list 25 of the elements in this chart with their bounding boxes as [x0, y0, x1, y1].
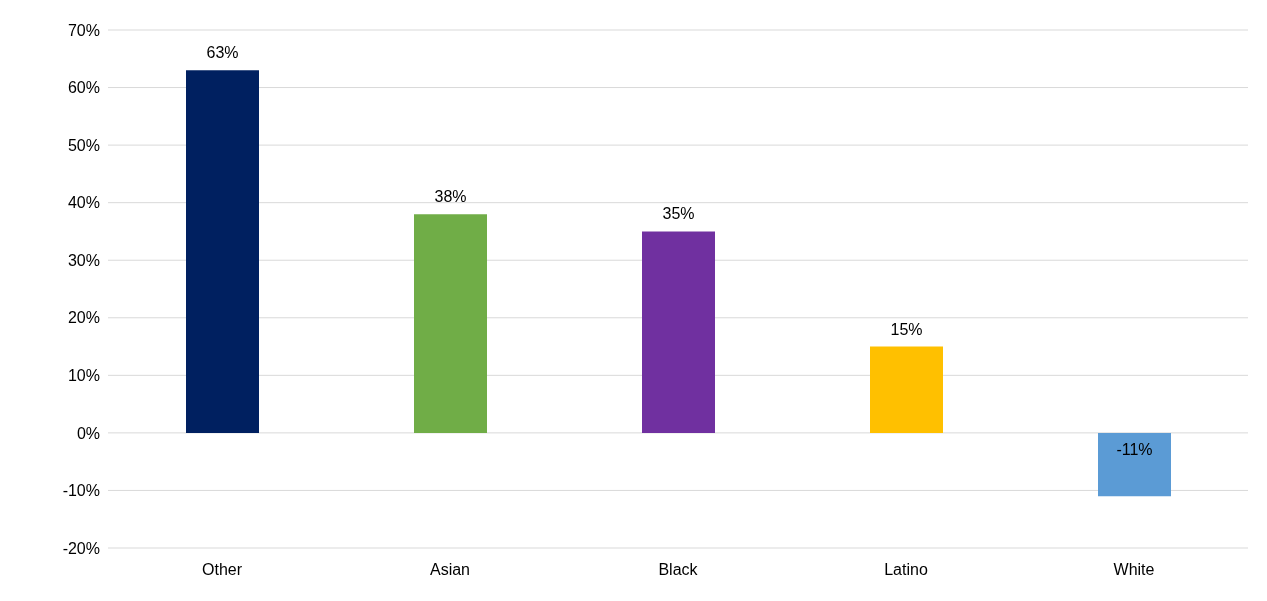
x-tick-label: Latino — [884, 561, 928, 579]
y-tick-label: 40% — [67, 194, 100, 212]
x-tick-label: Asian — [429, 561, 471, 579]
bar — [870, 346, 943, 433]
data-label: 15% — [890, 320, 923, 338]
y-tick-label: 20% — [67, 309, 100, 327]
bar — [1098, 432, 1171, 497]
x-tick-label: White — [1113, 561, 1155, 579]
y-tick-label: 50% — [67, 136, 100, 154]
data-label: 35% — [662, 205, 695, 223]
y-tick-label: 30% — [67, 251, 100, 269]
y-tick-label: -20% — [62, 539, 100, 557]
bar — [642, 231, 715, 433]
y-tick-label: 60% — [67, 79, 100, 97]
data-label: -11% — [1116, 440, 1153, 458]
y-tick-label: 70% — [67, 21, 100, 39]
y-tick-label: 10% — [67, 367, 100, 385]
y-tick-label: -10% — [62, 482, 100, 500]
x-tick-label: Black — [658, 561, 699, 579]
bar — [414, 214, 487, 433]
y-tick-label: 0% — [76, 424, 100, 442]
x-tick-label: Other — [201, 561, 243, 579]
data-label: 63% — [206, 44, 239, 62]
bar — [186, 70, 259, 433]
data-label: 38% — [434, 188, 467, 206]
